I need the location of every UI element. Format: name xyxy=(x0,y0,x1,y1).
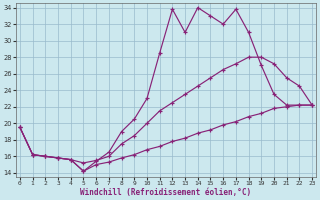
X-axis label: Windchill (Refroidissement éolien,°C): Windchill (Refroidissement éolien,°C) xyxy=(80,188,252,197)
